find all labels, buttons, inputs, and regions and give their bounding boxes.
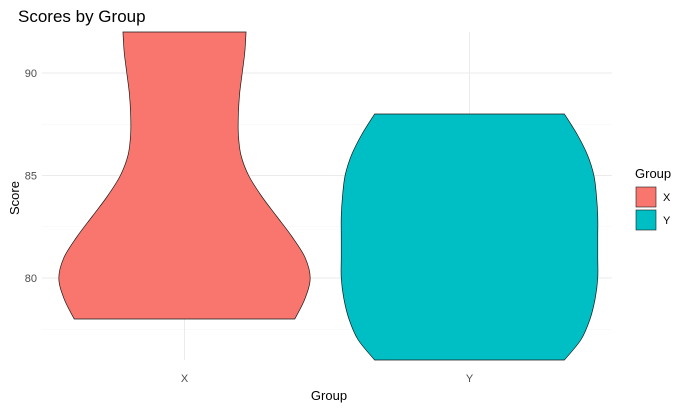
x-axis-title: Group (311, 388, 347, 403)
legend-swatch-x (635, 186, 657, 208)
legend-label-y: Y (663, 215, 671, 227)
legend: Group XY (635, 166, 671, 231)
y-tick-label: 90 (25, 68, 37, 80)
x-tick-label: X (181, 373, 189, 385)
legend-swatch-y (635, 209, 657, 231)
x-tick-label: Y (466, 373, 474, 385)
y-axis-title: Score (7, 181, 22, 215)
legend-title: Group (635, 166, 671, 181)
violin-x (58, 31, 311, 320)
violins (58, 31, 599, 361)
axes: 80 85 90 X Y (25, 68, 474, 385)
violin-y (340, 113, 599, 361)
y-tick-label: 85 (25, 171, 37, 183)
y-tick-label: 80 (25, 273, 37, 285)
chart-title: Scores by Group (18, 7, 146, 26)
legend-label-x: X (663, 192, 671, 204)
